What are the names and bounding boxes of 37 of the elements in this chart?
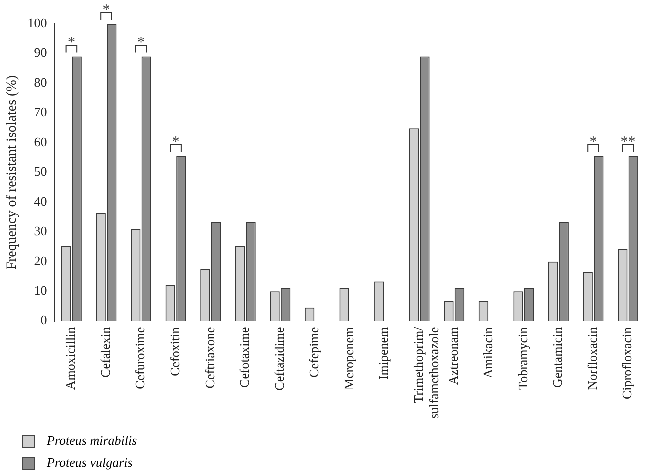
x-tick-label: Gentamicin bbox=[550, 326, 566, 388]
x-tick-label: Tobramycin bbox=[515, 326, 530, 390]
y-tick-label: 50 bbox=[34, 164, 48, 180]
y-tick-label: 20 bbox=[34, 253, 48, 268]
x-tick-label: Amikacin bbox=[480, 326, 496, 379]
x-tick-label: Aztreonam bbox=[446, 327, 461, 386]
x-tick-label: Ceftriaxone bbox=[202, 327, 218, 389]
y-tick-label: 30 bbox=[34, 224, 48, 239]
x-tick-label: Trimethoprim/sulfamethoxazole bbox=[410, 326, 442, 419]
x-tick-label: Norfloxacin bbox=[584, 326, 600, 390]
y-tick-label: 60 bbox=[34, 134, 48, 150]
legend-label: Proteus mirabilis bbox=[47, 433, 138, 449]
x-tick-label: Cefoxitin bbox=[167, 326, 182, 376]
y-tick-label: 0 bbox=[40, 312, 48, 328]
y-axis-title: Frequency of resistant isolates (%) bbox=[5, 75, 20, 270]
y-tick-label: 100 bbox=[28, 15, 48, 30]
x-tick-label: Ceftazidime bbox=[272, 327, 287, 391]
annotation: * bbox=[138, 35, 146, 52]
legend-label: Proteus vulgaris bbox=[47, 455, 133, 471]
y-tick-label: 90 bbox=[34, 45, 48, 60]
y-tick-label: 10 bbox=[34, 283, 48, 298]
annotation: * bbox=[102, 2, 110, 18]
x-tick-label: Ciprofloxacin bbox=[620, 326, 635, 400]
x-tick-label: Meropenem bbox=[341, 327, 356, 390]
y-tick-label: 40 bbox=[34, 194, 48, 209]
annotation: * bbox=[68, 35, 76, 52]
x-tick-label: Cefotaxime bbox=[237, 327, 252, 388]
annotation: ** bbox=[620, 134, 636, 150]
x-tick-label: Cefepime bbox=[306, 327, 322, 378]
x-tick-label: Cefuroxime bbox=[132, 327, 148, 390]
annotation: * bbox=[172, 134, 180, 150]
annotation: * bbox=[590, 134, 598, 150]
x-tick-label: Amoxicillin bbox=[63, 326, 78, 390]
y-tick-label: 80 bbox=[34, 74, 48, 90]
y-tick-label: 70 bbox=[34, 104, 48, 120]
x-tick-label: Imipenem bbox=[376, 327, 392, 380]
x-tick-label: Cefalexin bbox=[98, 326, 113, 378]
